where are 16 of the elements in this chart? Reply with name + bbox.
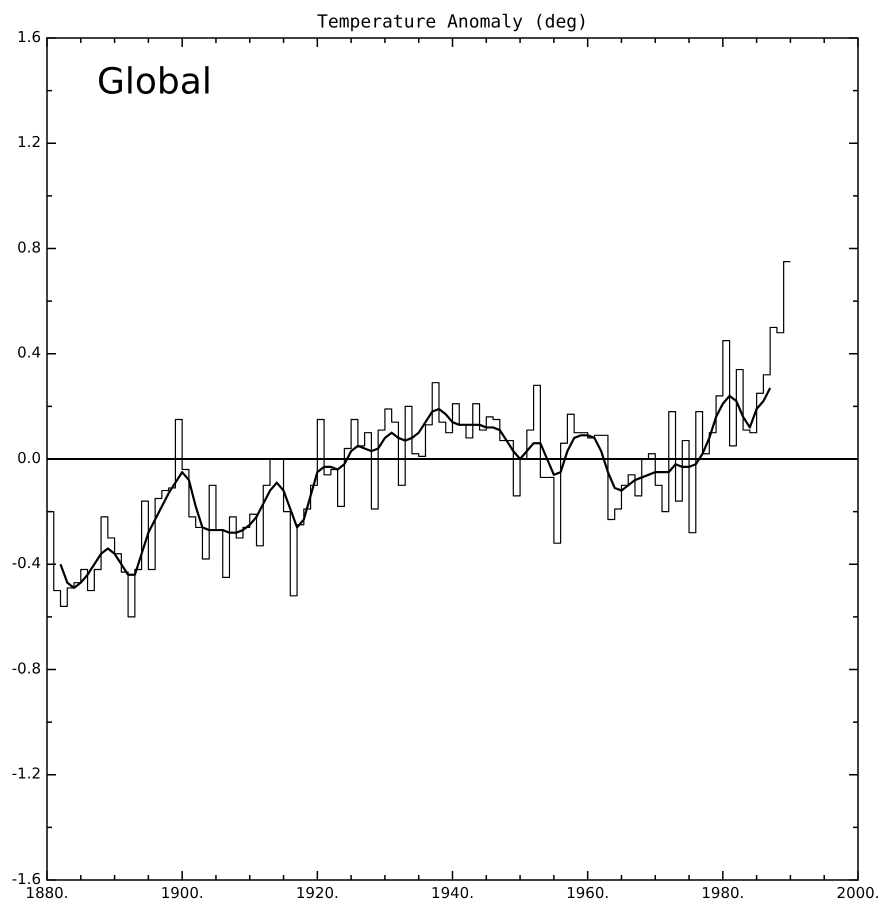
x-tick-label: 1960. [566,884,610,902]
x-tick-label: 1940. [431,884,474,902]
x-tick-label: 1980. [701,884,744,902]
y-tick-label: -0.8 [12,659,41,678]
y-tick-label: 0.4 [17,344,41,362]
x-tick-label: 2000. [836,884,880,902]
y-tick-label: -0.4 [12,554,41,572]
y-tick-label: -1.2 [12,764,41,783]
chart-title: Temperature Anomaly (deg) [317,12,588,33]
y-tick-label: 1.2 [17,133,41,152]
x-tick-label: 1920. [296,884,339,902]
y-tick-label: 0.8 [17,238,41,256]
y-tick-label: 1.6 [17,28,41,46]
annotation: Global [97,61,212,102]
x-tick-label: 1900. [160,884,204,902]
y-tick-label: 0.0 [17,448,41,467]
